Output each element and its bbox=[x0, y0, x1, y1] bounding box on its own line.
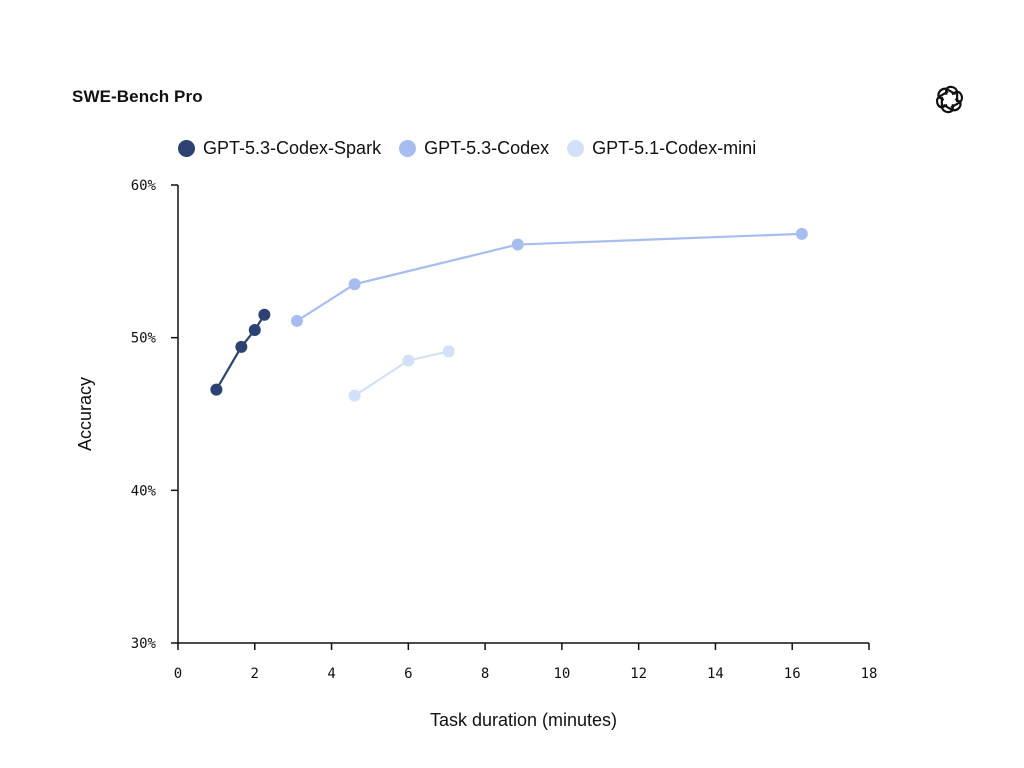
data-point-gpt-5-3-codex-spark-0 bbox=[210, 383, 223, 396]
legend: GPT-5.3-Codex-Spark GPT-5.3-Codex GPT-5.… bbox=[178, 135, 774, 161]
data-point-gpt-5-3-codex-2 bbox=[511, 238, 524, 251]
legend-label-codex: GPT-5.3-Codex bbox=[424, 137, 550, 158]
x-tick-label-4: 4 bbox=[327, 666, 335, 682]
legend-swatch-codex-spark bbox=[178, 139, 195, 157]
x-axis-label: Task duration (minutes) bbox=[430, 710, 617, 730]
data-point-gpt-5-1-codex-mini-1 bbox=[402, 354, 415, 367]
legend-label-codex-spark: GPT-5.3-Codex-Spark bbox=[203, 137, 382, 158]
data-point-gpt-5-1-codex-mini-2 bbox=[442, 345, 455, 358]
x-tick-label-12: 12 bbox=[630, 666, 647, 682]
data-point-gpt-5-3-codex-spark-2 bbox=[248, 324, 261, 337]
data-point-gpt-5-3-codex-spark-1 bbox=[235, 340, 248, 353]
y-tick-label-40: 40% bbox=[131, 483, 157, 499]
x-tick-label-16: 16 bbox=[784, 666, 801, 682]
data-point-gpt-5-3-codex-spark-3 bbox=[258, 308, 271, 321]
data-point-gpt-5-3-codex-3 bbox=[795, 227, 808, 240]
y-tick-label-60: 60% bbox=[131, 178, 157, 194]
series-line-gpt-5-1-codex-mini bbox=[353, 350, 449, 397]
data-point-gpt-5-3-codex-1 bbox=[348, 278, 361, 291]
legend-swatch-codex bbox=[399, 139, 417, 157]
y-axis-label: Accuracy bbox=[75, 377, 95, 451]
series-line-gpt-5-3-codex bbox=[296, 232, 802, 322]
data-point-gpt-5-3-codex-0 bbox=[291, 314, 304, 327]
legend-swatch-codex-mini bbox=[567, 139, 585, 157]
y-tick-label-30: 30% bbox=[131, 636, 157, 652]
legend-item-codex-mini: GPT-5.1-Codex-mini bbox=[567, 138, 756, 159]
x-tick-label-0: 0 bbox=[174, 666, 182, 682]
series-line-gpt-5-3-codex-spark bbox=[215, 314, 266, 391]
x-tick-label-8: 8 bbox=[481, 666, 489, 682]
openai-logo-icon bbox=[936, 85, 963, 114]
x-tick-label-14: 14 bbox=[707, 666, 724, 682]
legend-item-codex: GPT-5.3-Codex bbox=[399, 138, 549, 159]
x-tick-label-10: 10 bbox=[553, 666, 570, 682]
data-point-gpt-5-1-codex-mini-0 bbox=[348, 389, 361, 402]
legend-label-codex-mini: GPT-5.1-Codex-mini bbox=[592, 137, 757, 158]
chart-title: SWE-Bench Pro bbox=[72, 87, 203, 106]
x-tick-label-2: 2 bbox=[251, 666, 259, 682]
x-tick-label-6: 6 bbox=[404, 666, 412, 682]
y-tick-label-50: 50% bbox=[131, 331, 157, 347]
x-tick-label-18: 18 bbox=[861, 666, 878, 682]
legend-item-codex-spark: GPT-5.3-Codex-Spark bbox=[178, 138, 381, 159]
